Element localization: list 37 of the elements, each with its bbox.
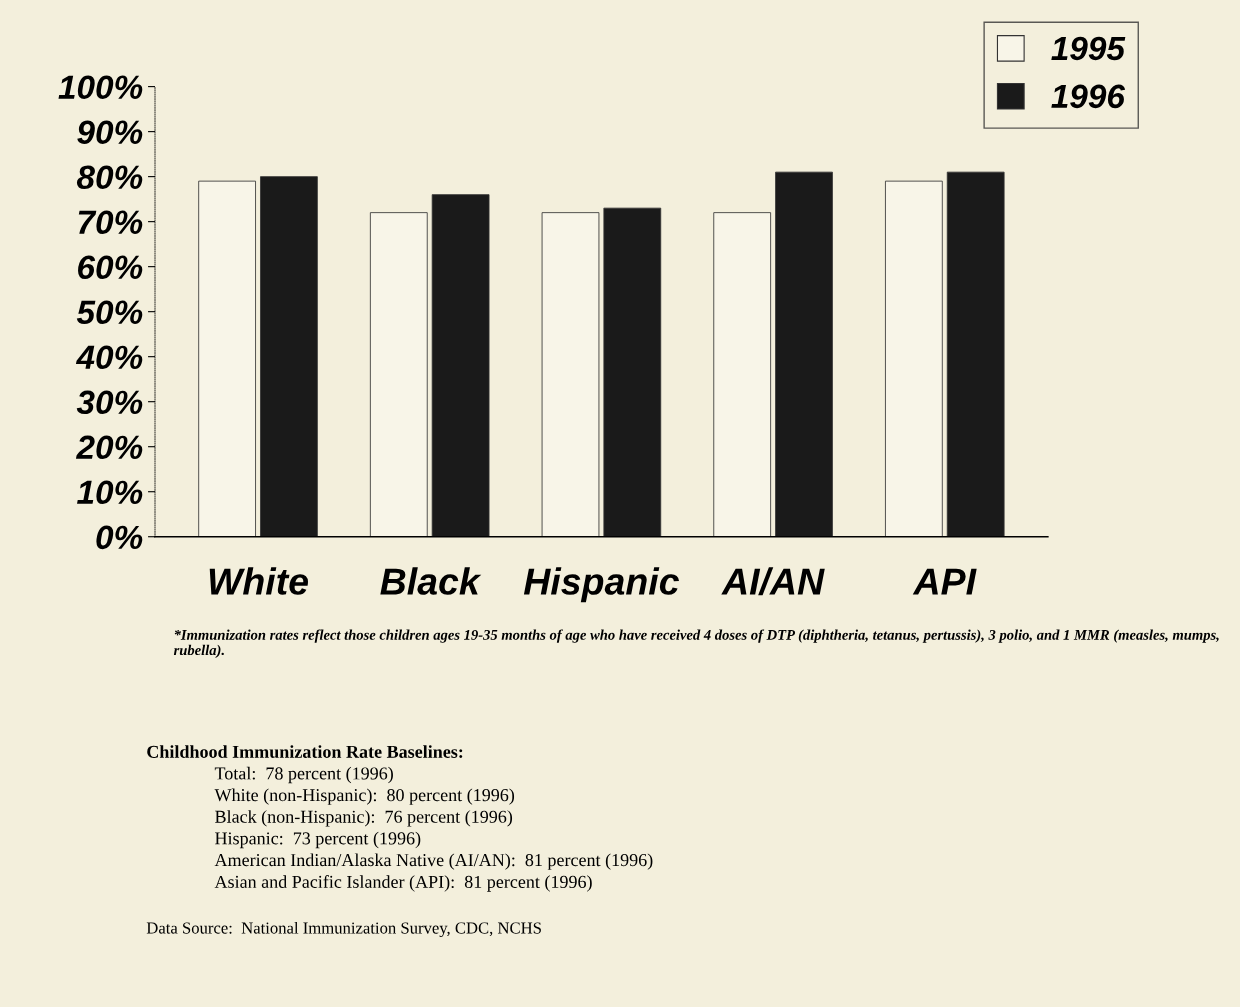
bar bbox=[431, 194, 490, 537]
text: American Indian/Alaska Native (AI/AN): 81 percent (1996) bbox=[214, 853, 653, 870]
y-tick-label: 50% bbox=[76, 300, 143, 325]
legend-label: 1995 bbox=[1051, 36, 1126, 61]
bar bbox=[260, 176, 318, 537]
bar bbox=[885, 180, 943, 537]
y-tick-label: 60% bbox=[78, 255, 143, 280]
y-tick-label: 80% bbox=[76, 165, 143, 190]
bar bbox=[603, 207, 662, 537]
y-tick-label: 30% bbox=[76, 390, 143, 415]
text: Asian and Pacific Islander (API): 81 percent (1996) bbox=[214, 875, 592, 892]
y-tick-label: 20% bbox=[75, 435, 143, 460]
x-tick-label: AI/AN bbox=[721, 567, 825, 596]
source-note: Data Source: National Immunization Survey, CDC, NCHS bbox=[146, 921, 541, 938]
bar bbox=[946, 171, 1005, 537]
text: White (non-Hispanic): 80 percent (1996) bbox=[214, 788, 515, 805]
x-tick-label: Black bbox=[380, 567, 482, 595]
y-tick-label: 40% bbox=[75, 345, 143, 370]
x-tick-label: API bbox=[912, 568, 977, 595]
y-tick-label: 90% bbox=[77, 120, 143, 145]
x-tick-label: White bbox=[209, 567, 308, 595]
text: Black (non-Hispanic): 76 percent (1996) bbox=[215, 810, 513, 827]
bar bbox=[541, 212, 600, 537]
y-tick-label: 0% bbox=[96, 525, 143, 550]
y-tick-label: 70% bbox=[78, 210, 143, 235]
bar bbox=[369, 212, 428, 537]
y-tick-label: 10% bbox=[77, 480, 143, 505]
x-tick-label: Hispanic bbox=[523, 567, 680, 603]
text: *Immunization rates reflect those children ages 19-35 months of age who have received 4 doses of DTP (diphtheria, tetanus, pertussis), 3 polio, and 1 MMR (measles, mumps, rubella). bbox=[173, 629, 1219, 658]
bar bbox=[713, 212, 772, 537]
y-tick-label: 100% bbox=[58, 75, 143, 100]
legend-label: 1996 bbox=[1051, 84, 1126, 109]
text: Total: 78 percent (1996) bbox=[214, 766, 393, 784]
text: Hispanic: 73 percent (1996) bbox=[215, 831, 421, 849]
bar bbox=[775, 171, 833, 537]
bar bbox=[198, 180, 256, 537]
text: Childhood Immunization Rate Baselines: bbox=[147, 745, 463, 758]
